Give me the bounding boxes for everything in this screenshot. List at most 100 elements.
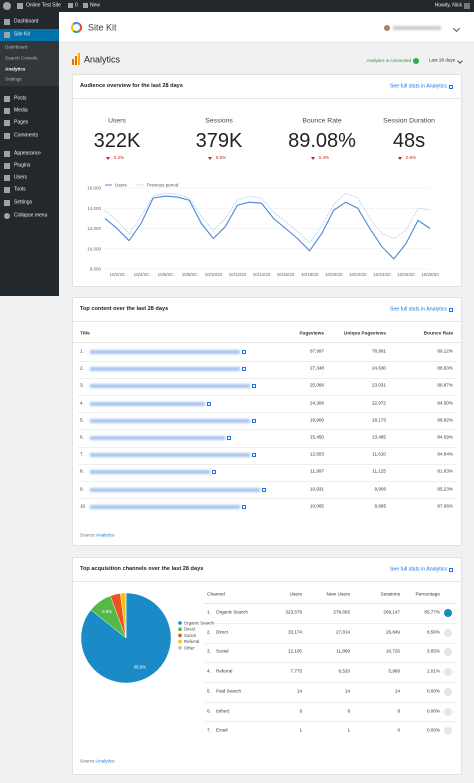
- card-link[interactable]: See full stats in Analytics: [389, 306, 447, 313]
- row-rank: 1.: [80, 348, 84, 354]
- howdy[interactable]: Howdy, Nick: [434, 2, 462, 9]
- metric-value: 379K: [195, 130, 243, 152]
- new-link[interactable]: New: [90, 2, 101, 9]
- cell: 7,775: [290, 668, 303, 674]
- analytics-icon: [72, 59, 74, 65]
- site-kit-active: [0, 29, 59, 41]
- card-link[interactable]: See full stats in Analytics: [389, 566, 447, 573]
- cell: 8: [347, 708, 350, 714]
- channel: Direct: [216, 629, 228, 635]
- page-title-blurred[interactable]: [90, 470, 210, 475]
- page-title-blurred[interactable]: [90, 418, 250, 423]
- card-link[interactable]: See full stats in Analytics: [389, 83, 447, 90]
- cell: 26,849: [385, 629, 400, 635]
- menu-item[interactable]: Pages: [14, 119, 29, 126]
- source-link[interactable]: Analytics: [96, 532, 115, 538]
- row-rank: 3.: [80, 383, 84, 389]
- page-title-blurred[interactable]: [90, 504, 240, 509]
- metric-value: 48s: [392, 130, 426, 152]
- cell: 0.00%: [426, 688, 440, 694]
- page-title-blurred[interactable]: [90, 401, 205, 406]
- row-rank: 7.: [80, 451, 84, 457]
- menu-item[interactable]: Dashboard: [14, 18, 39, 25]
- column-header: Users: [289, 592, 302, 598]
- column-header: Sessions: [380, 592, 400, 598]
- menu-item[interactable]: Site Kit: [14, 31, 30, 38]
- cell: 87,997: [309, 348, 324, 354]
- channel: Referral: [216, 668, 233, 674]
- channel: Email: [216, 727, 228, 733]
- external-icon: [242, 504, 246, 509]
- x-tick-label: 10/24/20: [373, 272, 391, 277]
- date-range[interactable]: Last 28 days: [429, 57, 456, 63]
- menu-icon: [4, 96, 10, 102]
- column-header: Channel: [207, 592, 225, 598]
- page-title-blurred[interactable]: [90, 367, 240, 372]
- page-title-blurred[interactable]: [90, 487, 260, 492]
- comment-count[interactable]: 0: [75, 2, 78, 9]
- submenu-item[interactable]: Dashboard: [5, 44, 28, 50]
- site-name[interactable]: Online Test Site: [26, 2, 61, 9]
- submenu-item[interactable]: Analytics: [5, 66, 26, 72]
- cell: 25,068: [309, 383, 324, 389]
- source-link[interactable]: Analytics: [96, 758, 115, 764]
- connected-icon: [413, 58, 419, 64]
- row-rank: 2.: [207, 629, 211, 635]
- channel: Social: [216, 649, 229, 655]
- submenu: [0, 41, 59, 86]
- card: [72, 74, 462, 287]
- cell: 0.00%: [426, 708, 440, 714]
- cell: 14: [296, 688, 302, 694]
- row-rank: 1.: [207, 609, 211, 615]
- page-title-blurred[interactable]: [90, 453, 250, 458]
- column-header: New Users: [326, 592, 350, 598]
- cell: 10,726: [385, 649, 400, 655]
- row-rank: 4.: [207, 668, 211, 674]
- legend-label: Referral: [184, 639, 199, 644]
- menu-item[interactable]: Plugins: [14, 162, 31, 169]
- legend-label: Previous period: [147, 183, 179, 188]
- row-rank: 5.: [207, 688, 211, 694]
- cell: 12,105: [287, 649, 302, 655]
- row-rank: 9.: [80, 486, 84, 492]
- legend-swatch: [178, 621, 182, 625]
- menu-item[interactable]: Appearance: [14, 150, 41, 157]
- legend-label: Other: [184, 645, 195, 650]
- menu-item[interactable]: Settings: [14, 199, 33, 206]
- menu-item[interactable]: Posts: [14, 95, 27, 102]
- menu-item[interactable]: Tools: [14, 186, 26, 193]
- submenu-item[interactable]: Search Console: [5, 55, 38, 61]
- page-title-blurred[interactable]: [90, 350, 240, 354]
- page-title-blurred[interactable]: [90, 436, 225, 440]
- cell: 85.77%: [424, 609, 440, 615]
- menu-icon: [4, 213, 10, 219]
- home-icon: [17, 3, 23, 9]
- x-tick-label: 10/16/20: [277, 272, 295, 277]
- menu-icon: [4, 120, 10, 126]
- x-tick-label: 10/12/20: [229, 272, 247, 277]
- percentage-icon: [444, 668, 452, 677]
- account-email: [393, 26, 441, 30]
- cell: 11,869: [336, 649, 350, 655]
- submenu-item[interactable]: Settings: [5, 76, 22, 82]
- cell: 27,814: [335, 629, 350, 635]
- cell: 14: [344, 688, 350, 694]
- menu-item[interactable]: Collapse menu: [14, 212, 48, 219]
- down-arrow: [208, 157, 212, 160]
- connection-status: Analytics is connected: [366, 57, 411, 63]
- row-rank: 5.: [80, 417, 84, 423]
- card-title: Top content over the last 28 days: [80, 306, 169, 313]
- row-divider: [78, 481, 456, 482]
- y-tick-label: 12,000: [87, 226, 101, 231]
- menu-item[interactable]: Users: [14, 174, 28, 181]
- x-tick-label: 10/6/20: [158, 272, 174, 277]
- menu-item[interactable]: Comments: [14, 132, 39, 139]
- metric-change: 5.2%: [113, 154, 125, 160]
- row-divider: [204, 701, 456, 703]
- row-divider: [78, 429, 456, 431]
- cell: 10,931: [309, 486, 324, 492]
- cell: 269,147: [383, 609, 400, 615]
- page-title-blurred[interactable]: [90, 384, 250, 389]
- menu-item[interactable]: Media: [14, 107, 28, 114]
- analytics-icon: [78, 53, 80, 65]
